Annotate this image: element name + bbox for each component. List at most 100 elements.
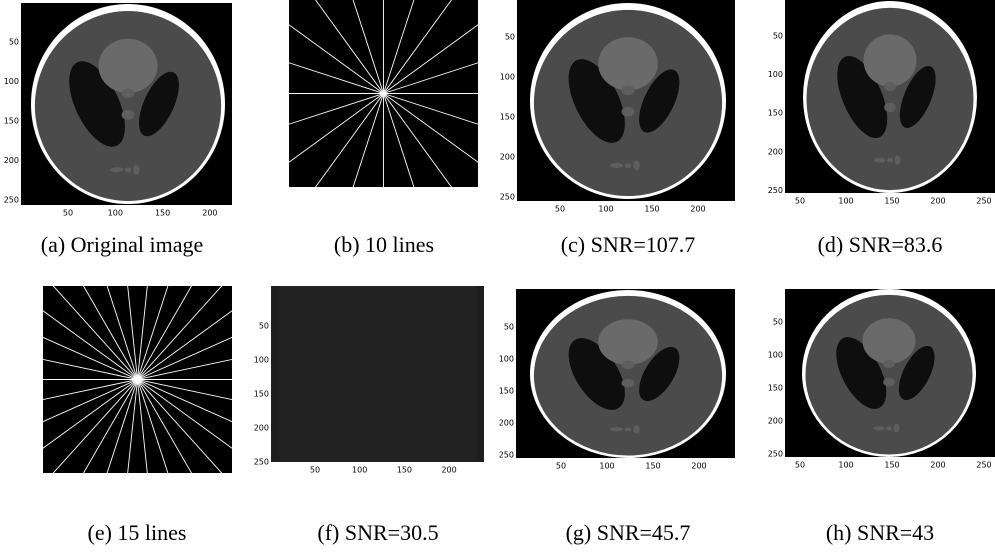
phantom-ellipse [621, 106, 635, 117]
phantom-ellipse [372, 379, 384, 388]
phantom [802, 289, 976, 457]
phantom-ellipse [138, 71, 179, 137]
x-tick-label: 150 [644, 205, 659, 214]
x-tick-label: 200 [930, 197, 945, 206]
phantom-ellipse [299, 292, 457, 460]
x-tick-label: 50 [556, 462, 566, 471]
y-tick-label: 200 [500, 153, 515, 162]
panel: 50 100 150 200 250 50 100 150 200 (f) SNR=30.5 [254, 286, 484, 545]
phantom-ellipse [533, 295, 723, 456]
x-tick-label: 150 [884, 197, 899, 206]
panel: 50 100 150 200 250 50 100 150 200 250 (h) SNR=43 [768, 289, 995, 545]
phantom-ellipse [887, 157, 893, 163]
phantom-ellipse [568, 338, 625, 410]
phantom-ellipse [898, 345, 935, 401]
x-tick-label: 150 [884, 461, 899, 470]
phantom-ellipse [884, 81, 896, 92]
phantom-ellipse [598, 319, 658, 365]
phantom-ellipse [873, 426, 885, 431]
phantom-ellipse [621, 360, 635, 370]
y-tick-label: 200 [768, 147, 783, 156]
x-tick-label: 200 [441, 466, 456, 475]
caption: (c) SNR=107.7 [561, 232, 696, 257]
phantom-image [530, 3, 726, 200]
panel: (b) 10 lines [289, 0, 478, 257]
phantom-ellipse [98, 38, 158, 94]
caption: (g) SNR=45.7 [566, 520, 691, 545]
phantom-ellipse [805, 294, 973, 455]
y-tick-label: 200 [499, 419, 514, 428]
x-tick-label: 150 [645, 462, 660, 471]
x-tick-label: 150 [397, 466, 412, 475]
x-tick-label: 200 [690, 205, 705, 214]
y-tick-label: 50 [504, 323, 514, 332]
phantom-image [296, 286, 460, 462]
phantom-ellipse [862, 318, 916, 364]
y-tick-label: 50 [505, 33, 515, 42]
y-tick-label: 150 [768, 384, 783, 393]
phantom [296, 286, 460, 462]
x-tick-label: 200 [202, 209, 217, 218]
caption-part: (b) [334, 232, 360, 257]
y-tick-label: 250 [768, 186, 783, 195]
phantom-ellipse [110, 167, 124, 173]
phantom-ellipse [382, 427, 388, 437]
sampling-line [43, 358, 232, 401]
caption-part: 10 [365, 232, 387, 257]
phantom-ellipse [883, 359, 895, 369]
x-tick-label: 100 [599, 462, 614, 471]
x-tick-label: 50 [555, 205, 565, 214]
y-tick-label: 100 [499, 355, 514, 364]
y-tick-label: 250 [768, 450, 783, 459]
phantom-ellipse [884, 102, 896, 113]
y-tick-label: 250 [500, 193, 515, 202]
y-tick-label: 50 [773, 32, 783, 41]
caption-part: lines [393, 232, 435, 257]
caption: (e) 15 lines [88, 520, 187, 545]
phantom-image [802, 1, 978, 193]
x-tick-label: 100 [838, 197, 853, 206]
caption-part: lines [145, 520, 187, 545]
phantom-ellipse [624, 163, 632, 169]
phantom-ellipse [633, 160, 640, 171]
y-tick-label: 150 [768, 109, 783, 118]
phantom-ellipse [533, 9, 723, 197]
y-tick-label: 150 [499, 387, 514, 396]
caption-part: (e) [88, 520, 112, 545]
caption-part: 15 [117, 520, 139, 545]
y-tick-label: 250 [4, 196, 19, 205]
x-tick-label: 50 [310, 466, 320, 475]
caption: (f) SNR=30.5 [317, 520, 438, 545]
x-tick-label: 200 [930, 461, 945, 470]
caption: (h) SNR=43 [826, 520, 934, 545]
y-tick-label: 50 [259, 322, 269, 331]
y-tick-label: 100 [768, 70, 783, 79]
x-tick-label: 100 [838, 461, 853, 470]
y-tick-label: 150 [4, 117, 19, 126]
y-tick-label: 150 [500, 113, 515, 122]
phantom [802, 1, 978, 193]
phantom-ellipse [387, 345, 422, 403]
panel: (e) 15 lines [43, 286, 232, 545]
x-tick-label: 100 [352, 466, 367, 475]
phantom-ellipse [328, 336, 376, 412]
phantom-ellipse [624, 427, 632, 432]
phantom-ellipse [121, 109, 135, 120]
x-tick-label: 250 [976, 461, 991, 470]
x-tick-label: 50 [795, 461, 805, 470]
phantom-ellipse [124, 167, 132, 173]
caption: (a) Original image [41, 232, 204, 257]
phantom-ellipse [836, 337, 887, 409]
phantom-ellipse [34, 10, 222, 201]
x-tick-label: 250 [976, 197, 991, 206]
phantom-ellipse [621, 85, 635, 96]
phantom [31, 3, 225, 204]
phantom-ellipse [874, 157, 886, 163]
phantom [530, 290, 726, 458]
phantom-ellipse [133, 164, 140, 175]
x-tick-label: 100 [108, 209, 123, 218]
phantom-ellipse [610, 162, 624, 168]
phantom-ellipse [883, 377, 895, 387]
sampling-lines [289, 0, 478, 187]
